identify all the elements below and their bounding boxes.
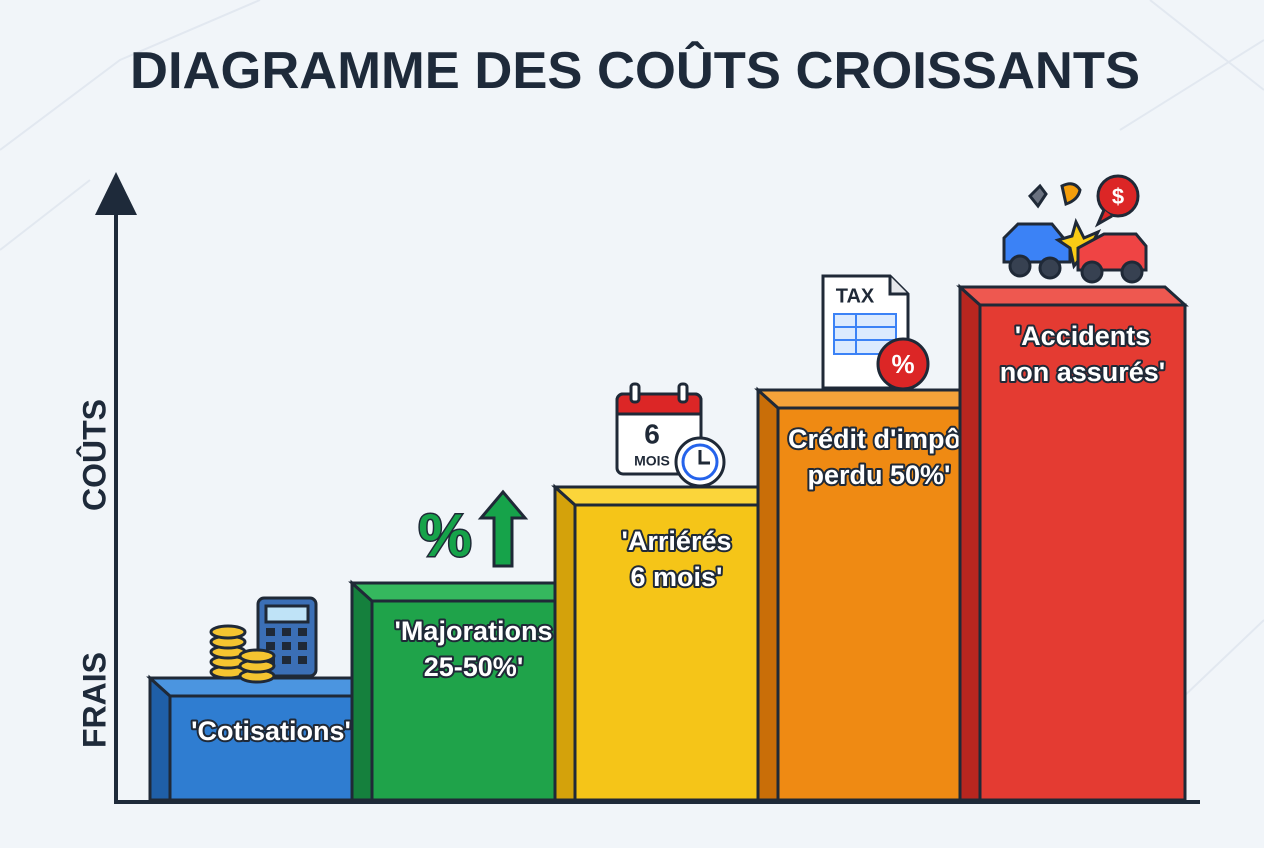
step-top — [754, 388, 984, 410]
step: 'Arriérés 6 mois' — [551, 483, 782, 802]
step-top — [551, 485, 782, 507]
step: 'Accidents non assurés' — [956, 283, 1189, 802]
y-axis-label-bottom: FRAIS — [76, 652, 112, 748]
step-front — [573, 503, 780, 802]
background-lines — [0, 0, 1264, 701]
step-label: perdu 50%' — [808, 460, 951, 490]
percent-up-icon: % — [417, 489, 529, 570]
tax-icon: TAX % — [821, 274, 930, 391]
tax-badge: % — [891, 349, 914, 379]
step-label: 'Majorations — [395, 616, 553, 646]
percent-icon-text: % — [418, 502, 471, 569]
step-side — [756, 386, 780, 802]
step-label: 25-50%' — [424, 652, 523, 682]
y-axis-arrow — [95, 172, 137, 215]
step-label: 'Accidents — [1015, 321, 1150, 351]
step-side — [553, 483, 577, 802]
step-front — [978, 303, 1187, 802]
step-front — [168, 694, 374, 802]
coins-calculator-icon — [209, 596, 318, 684]
step-label: Crédit d'impôt — [788, 424, 970, 454]
step-front — [776, 406, 982, 802]
step-side — [350, 579, 374, 802]
step-side — [148, 674, 172, 802]
step-front — [370, 599, 577, 802]
y-axis-label-top: COÛTS — [76, 399, 112, 511]
steps: 'Cotisations' 'Majorations 25-50%' 'Arriéré… — [146, 283, 1189, 802]
step: 'Cotisations' — [146, 674, 376, 802]
step-top — [348, 581, 579, 603]
step-label: 'Cotisations' — [191, 716, 351, 746]
money-icon-text: $ — [1112, 184, 1124, 209]
step: Crédit d'impôt perdu 50%' — [754, 386, 984, 802]
step-label: 6 mois' — [631, 562, 723, 592]
accident-icon: $ — [1002, 174, 1148, 284]
step-top — [956, 285, 1189, 307]
step-label: non assurés' — [1000, 357, 1165, 387]
step: 'Majorations 25-50%' — [348, 579, 579, 802]
calendar-icon: 6 MOIS — [615, 382, 726, 488]
step-label: 'Arriérés — [622, 526, 732, 556]
calendar-number: 6 — [644, 418, 660, 449]
tax-text: TAX — [836, 285, 875, 307]
title: DIAGRAMME DES COÛTS CROISSANTS — [130, 41, 1140, 100]
calendar-unit: MOIS — [634, 453, 670, 469]
step-side — [958, 283, 982, 802]
